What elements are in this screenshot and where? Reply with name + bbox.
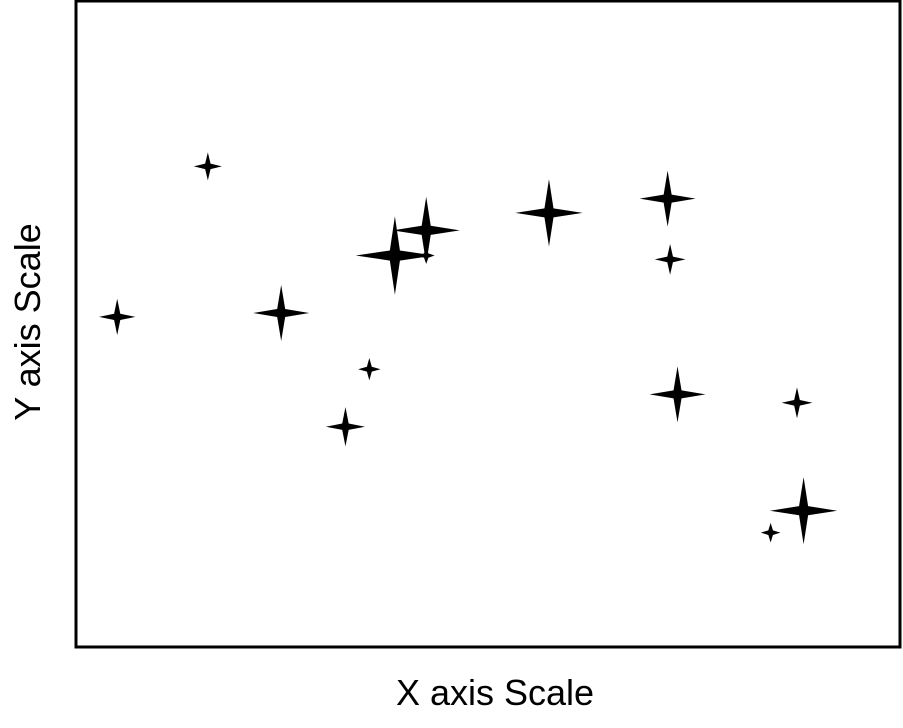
data-point-11 — [654, 244, 686, 275]
plot-frame — [74, 0, 902, 649]
data-point-4 — [325, 407, 366, 447]
data-point-5 — [358, 358, 381, 381]
data-point-8 — [417, 247, 435, 264]
data-points — [99, 152, 838, 545]
data-point-13 — [781, 387, 813, 419]
data-point-9 — [515, 179, 583, 247]
data-point-6 — [355, 216, 435, 295]
data-point-3 — [253, 285, 310, 342]
data-point-2 — [193, 152, 222, 181]
data-point-10 — [639, 170, 696, 227]
x-axis-label: X axis Scale — [396, 672, 594, 713]
data-point-14 — [769, 477, 838, 545]
data-point-7 — [392, 196, 460, 264]
data-point-15 — [760, 522, 781, 543]
y-axis-label: Y axis Scale — [7, 223, 48, 420]
data-point-12 — [649, 366, 706, 423]
data-point-1 — [99, 298, 136, 336]
